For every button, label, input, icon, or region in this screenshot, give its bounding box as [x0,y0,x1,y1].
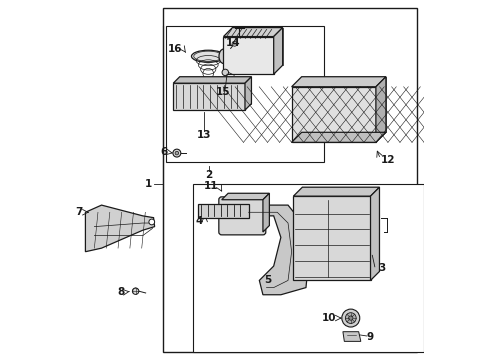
Text: 16: 16 [168,44,182,54]
Bar [166,26,324,162]
Text: 15: 15 [216,87,230,97]
Bar [193,184,424,352]
Polygon shape [173,77,251,83]
Text: 5: 5 [265,275,272,285]
Polygon shape [292,87,376,142]
Polygon shape [232,28,283,65]
Polygon shape [294,196,370,280]
Text: 2: 2 [205,170,213,180]
Polygon shape [242,205,310,295]
Circle shape [149,219,155,225]
Polygon shape [302,187,379,271]
Polygon shape [302,77,386,132]
Polygon shape [85,205,155,252]
Circle shape [345,313,356,323]
Polygon shape [223,37,274,74]
Circle shape [132,288,139,294]
Circle shape [342,309,360,327]
Text: 7: 7 [75,207,82,217]
Text: 13: 13 [196,130,211,140]
Polygon shape [245,77,251,110]
Polygon shape [370,187,379,280]
Polygon shape [274,28,283,74]
Polygon shape [263,193,270,232]
Circle shape [349,316,353,320]
Bar [163,8,417,352]
Text: 10: 10 [321,313,336,323]
Text: 8: 8 [118,287,125,297]
Text: 9: 9 [367,332,374,342]
Polygon shape [292,132,386,142]
Ellipse shape [219,49,228,63]
Polygon shape [223,28,283,37]
Polygon shape [343,332,361,341]
Text: 4: 4 [196,216,203,225]
Polygon shape [173,83,245,110]
Bar [198,204,248,218]
Polygon shape [221,193,270,200]
Text: 1: 1 [145,179,152,189]
Text: 3: 3 [378,263,386,273]
Circle shape [175,151,179,155]
Circle shape [232,41,237,46]
Circle shape [173,149,181,157]
FancyBboxPatch shape [219,197,266,235]
Text: 6: 6 [160,147,167,157]
Polygon shape [292,77,386,87]
Polygon shape [294,187,379,196]
Ellipse shape [192,50,225,62]
Polygon shape [376,77,386,142]
Text: 14: 14 [226,38,241,48]
Text: 12: 12 [381,155,395,165]
Circle shape [222,69,228,76]
Text: 11: 11 [204,181,218,192]
Polygon shape [180,77,251,104]
